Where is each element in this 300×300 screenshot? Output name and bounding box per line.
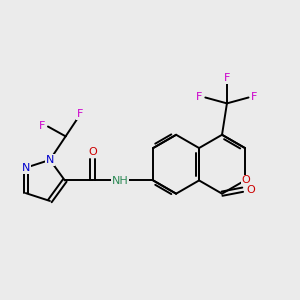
Text: NH: NH bbox=[111, 176, 128, 186]
Text: O: O bbox=[88, 147, 97, 157]
Text: N: N bbox=[46, 155, 54, 165]
Text: F: F bbox=[77, 109, 83, 119]
Text: N: N bbox=[22, 163, 30, 173]
Text: F: F bbox=[251, 92, 258, 103]
Text: F: F bbox=[224, 73, 230, 83]
Text: O: O bbox=[246, 185, 255, 195]
Text: O: O bbox=[242, 176, 250, 185]
Text: F: F bbox=[39, 121, 45, 130]
Text: F: F bbox=[196, 92, 203, 103]
